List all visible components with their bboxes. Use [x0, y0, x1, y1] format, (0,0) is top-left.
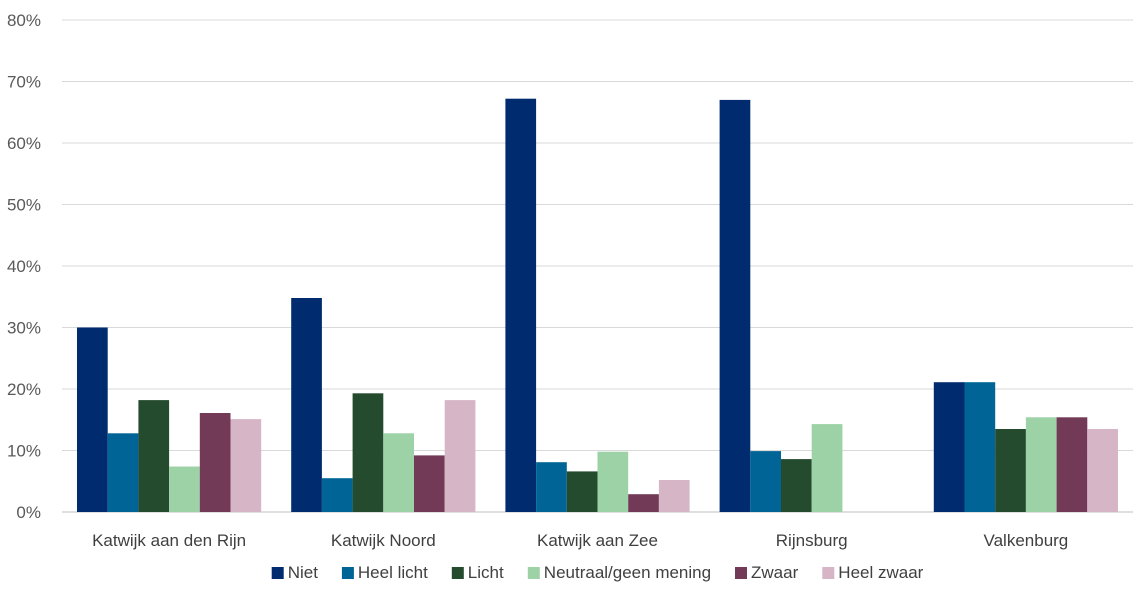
bar-niet: [291, 298, 322, 512]
y-tick-label: 0%: [16, 503, 41, 522]
y-tick-label: 80%: [7, 11, 41, 30]
legend-label: Heel zwaar: [838, 563, 923, 582]
legend: Niet Heel licht Licht Neutraal/geen mening Z…: [271, 563, 924, 582]
legend-item: Zwaar: [735, 563, 799, 582]
x-category-label: Katwijk Noord: [331, 531, 436, 550]
y-tick-label: 30%: [7, 319, 41, 338]
bar-niet: [933, 382, 965, 512]
bar-licht: [138, 400, 170, 512]
bar-zwaar: [628, 494, 659, 512]
bar-heel-licht: [750, 451, 781, 512]
bar-neutraal-geen-mening: [597, 451, 629, 512]
bar-zwaar: [199, 413, 231, 512]
bar-heel-licht: [536, 462, 567, 512]
bar-heel-licht: [321, 478, 353, 512]
bar-heel-zwaar: [658, 480, 690, 512]
bar-licht: [566, 471, 598, 512]
bar-heel-zwaar: [444, 400, 476, 512]
legend-item: Heel licht: [341, 563, 428, 582]
legend-swatch: [735, 567, 747, 579]
legend-item: Licht: [451, 563, 504, 582]
x-axis: Katwijk aan den Rijn Katwijk Noord Katwijk…: [92, 531, 1068, 550]
legend-swatch: [341, 567, 354, 579]
legend-label: Zwaar: [751, 563, 799, 582]
bar-licht: [352, 393, 384, 512]
y-axis: 0% 10% 20% 30% 40% 50% 60% 70% 80%: [7, 11, 41, 522]
bar-zwaar: [414, 455, 445, 512]
bar-niet: [77, 327, 108, 512]
bar-neutraal-geen-mening: [811, 424, 843, 512]
legend-swatch: [451, 567, 464, 579]
bar-heel-licht: [964, 382, 996, 512]
y-tick-label: 40%: [7, 257, 41, 276]
bars: [77, 98, 1118, 513]
legend-item: Niet: [271, 563, 319, 582]
legend-item: Neutraal/geen mening: [527, 563, 711, 582]
y-tick-label: 60%: [7, 134, 41, 153]
bar-licht: [781, 459, 812, 512]
y-tick-label: 20%: [7, 380, 41, 399]
legend-label: Neutraal/geen mening: [544, 563, 711, 582]
y-tick-label: 70%: [7, 73, 41, 92]
legend-swatch: [271, 567, 284, 579]
legend-swatch: [527, 567, 540, 579]
legend-swatch: [822, 567, 835, 579]
x-category-label: Katwijk aan den Rijn: [92, 531, 246, 550]
bar-neutraal-geen-mening: [383, 433, 414, 512]
y-tick-label: 10%: [7, 442, 41, 461]
x-category-label: Katwijk aan Zee: [537, 531, 658, 550]
bar-heel-licht: [107, 433, 139, 512]
legend-label: Heel licht: [358, 563, 428, 582]
bar-heel-zwaar: [1087, 429, 1118, 512]
bar-heel-zwaar: [230, 419, 262, 512]
legend-label: Niet: [288, 563, 319, 582]
legend-label: Licht: [468, 563, 504, 582]
bar-neutraal-geen-mening: [1025, 417, 1057, 512]
bar-neutraal-geen-mening: [169, 466, 200, 512]
bar-niet: [719, 99, 751, 513]
x-category-label: Valkenburg: [984, 531, 1069, 550]
x-category-label: Rijnsburg: [776, 531, 848, 550]
bar-zwaar: [1056, 417, 1088, 512]
bar-niet: [505, 98, 537, 512]
y-tick-label: 50%: [7, 196, 41, 215]
legend-item: Heel zwaar: [822, 563, 924, 582]
bar-licht: [995, 429, 1026, 512]
